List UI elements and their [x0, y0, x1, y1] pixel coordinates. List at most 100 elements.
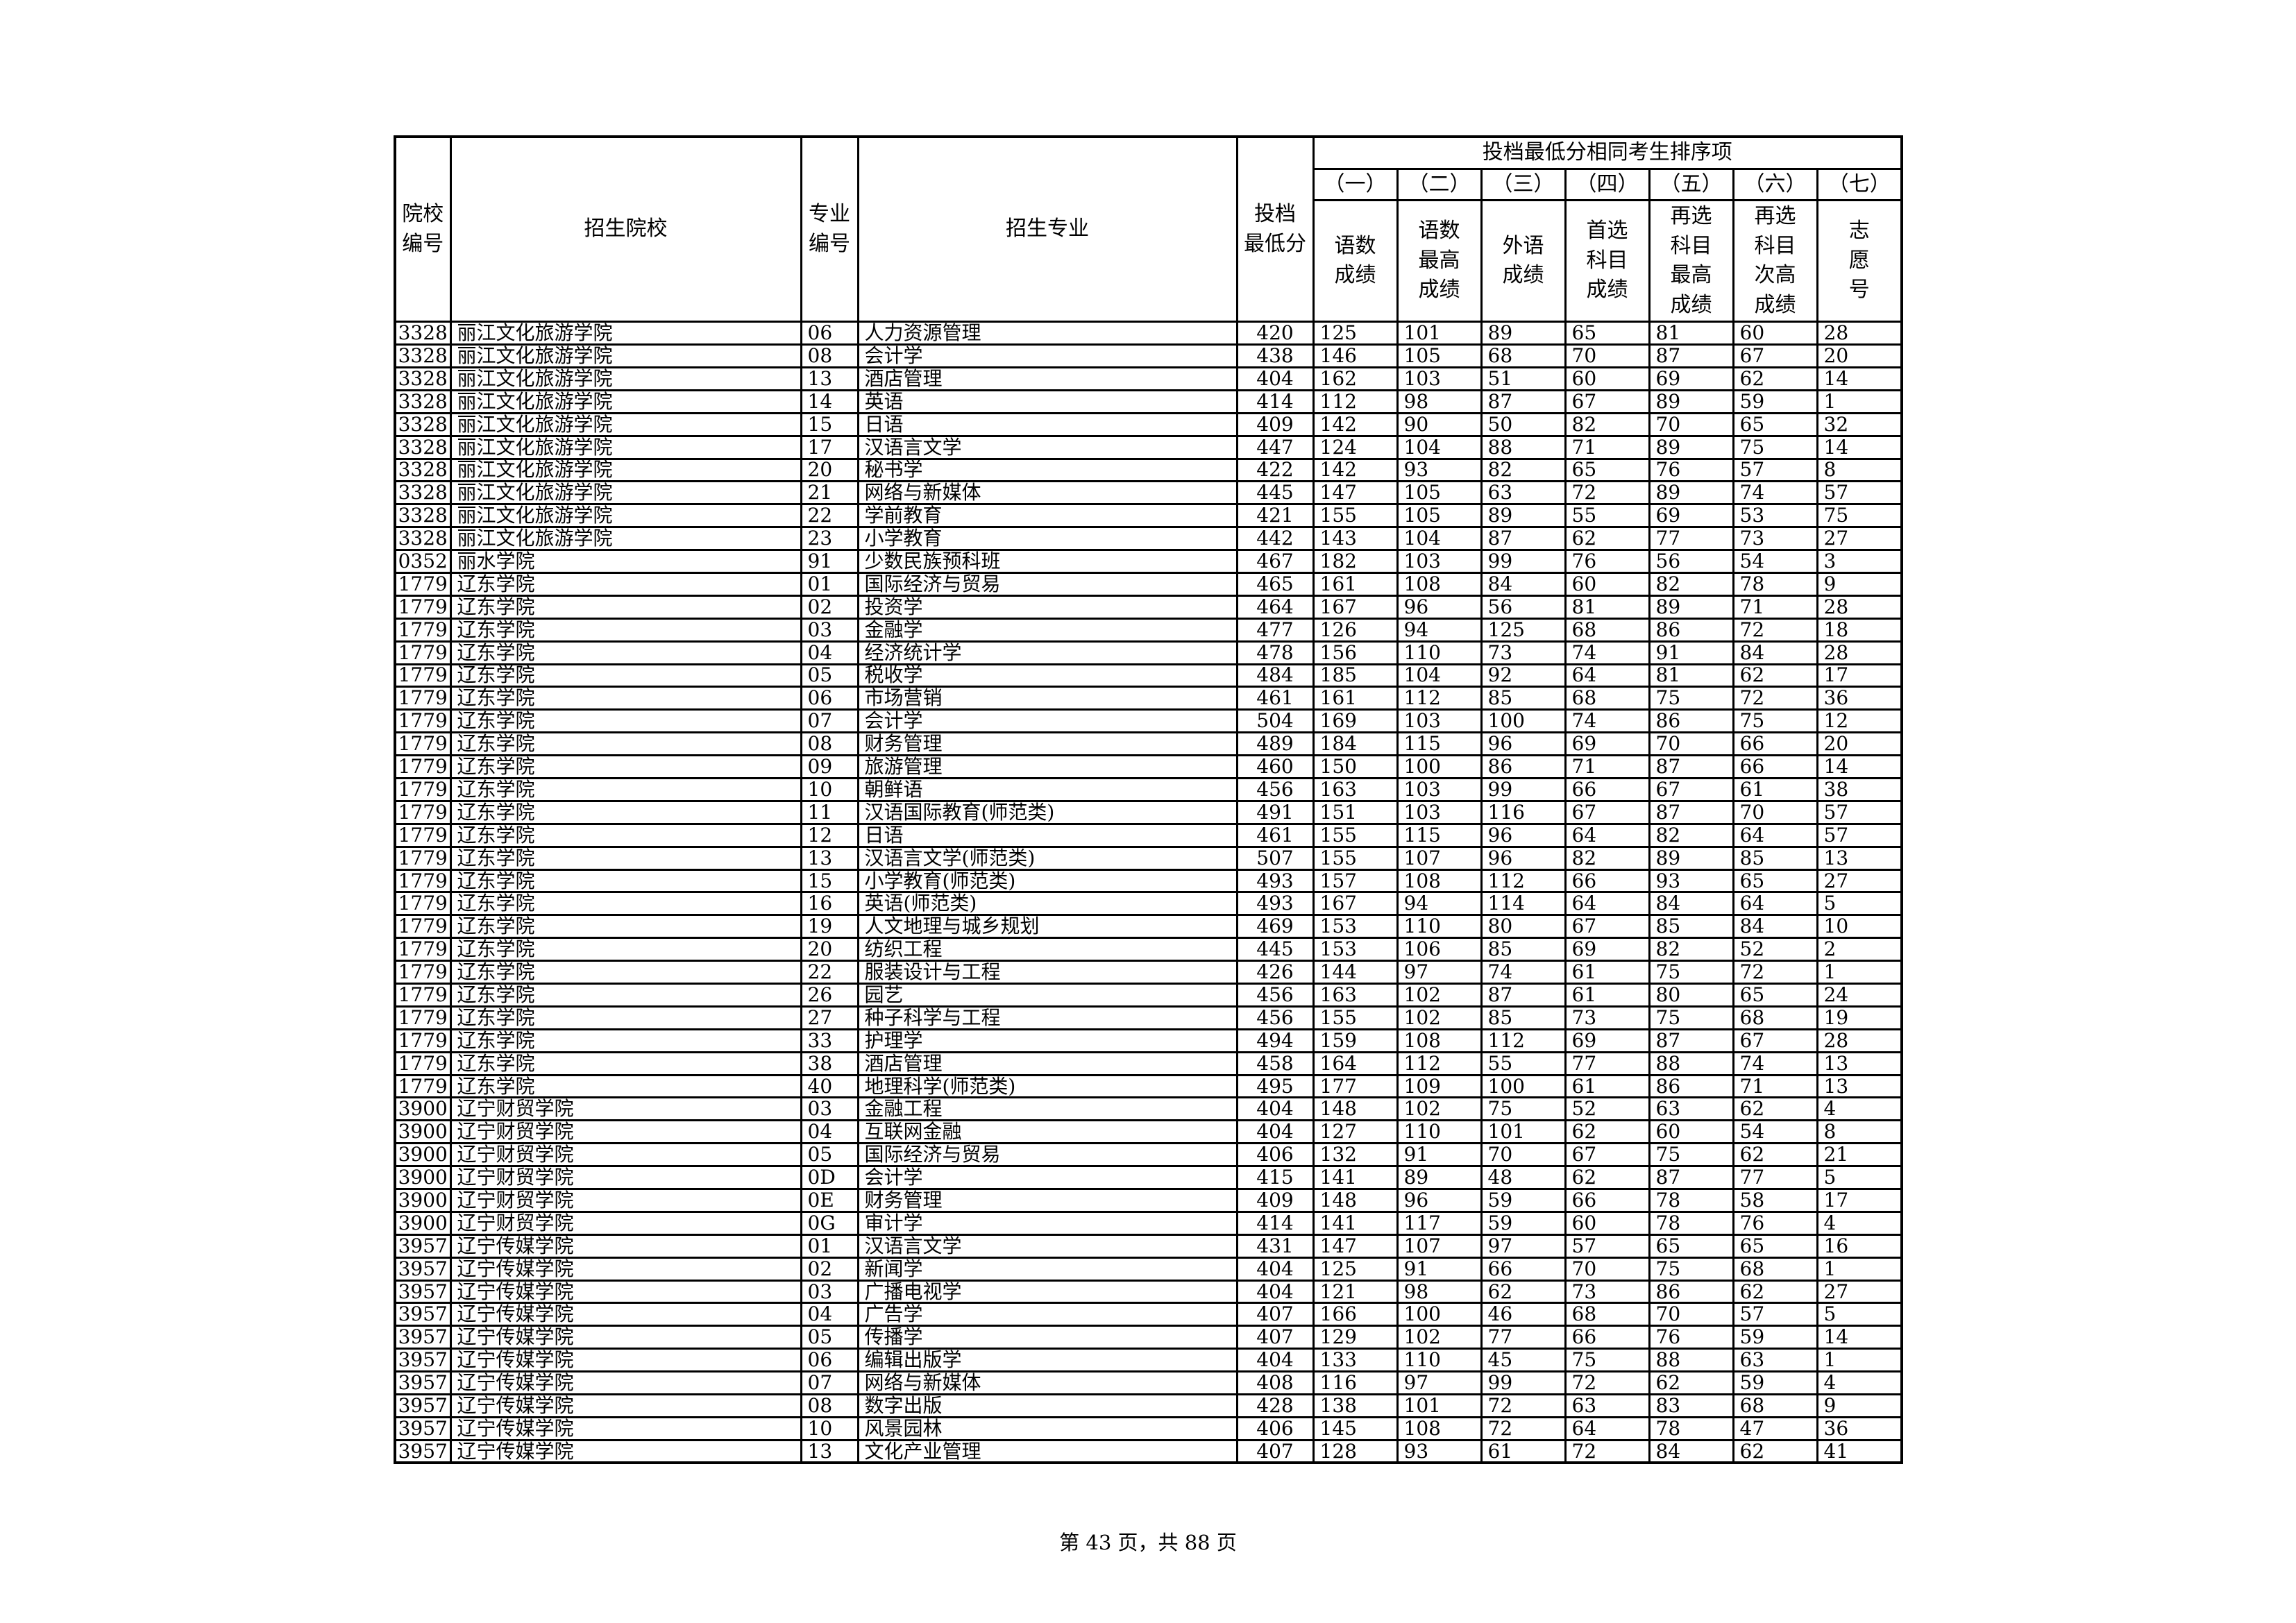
cell-institution-name: 辽宁财贸学院	[449, 1210, 802, 1236]
table-row: 1779 辽东学院 01 国际经济与贸易 465 161 108 84 60 82 78 9	[394, 571, 1903, 597]
cell-tiebreak-4: 72	[1564, 480, 1651, 506]
cell-min-score: 426	[1235, 960, 1315, 985]
cell-institution-name: 辽宁财贸学院	[449, 1142, 802, 1168]
cell-major-code: 15	[800, 411, 859, 437]
cell-major-code: 01	[800, 571, 859, 597]
cell-institution-name: 丽江文化旅游学院	[449, 411, 802, 437]
header-tiebreak-num-2: （二）	[1396, 167, 1483, 202]
cell-major-name: 学前教育	[856, 503, 1238, 529]
cell-tiebreak-6: 68	[1732, 1256, 1818, 1282]
cell-tiebreak-2: 96	[1396, 594, 1483, 620]
cell-tiebreak-2: 110	[1396, 640, 1483, 665]
cell-tiebreak-4: 73	[1564, 1279, 1651, 1305]
cell-tiebreak-1: 161	[1312, 686, 1399, 711]
cell-tiebreak-3: 96	[1480, 845, 1567, 871]
cell-tiebreak-5: 76	[1648, 457, 1734, 483]
cell-institution-code: 3957	[394, 1438, 452, 1464]
cell-tiebreak-2: 96	[1396, 1188, 1483, 1213]
cell-tiebreak-4: 67	[1564, 799, 1651, 825]
cell-major-code: 08	[800, 1393, 859, 1418]
cell-tiebreak-7: 18	[1816, 617, 1903, 643]
cell-tiebreak-5: 70	[1648, 1302, 1734, 1327]
cell-major-name: 经济统计学	[856, 640, 1238, 665]
cell-tiebreak-7: 17	[1816, 663, 1903, 688]
cell-tiebreak-2: 104	[1396, 663, 1483, 688]
cell-tiebreak-5: 89	[1648, 434, 1734, 460]
cell-institution-code: 1779	[394, 845, 452, 871]
cell-tiebreak-3: 48	[1480, 1165, 1567, 1191]
cell-tiebreak-1: 144	[1312, 960, 1399, 985]
table-row: 3328 丽江文化旅游学院 08 会计学 438 146 105 68 70 87 67 20	[394, 343, 1903, 368]
cell-min-score: 406	[1235, 1142, 1315, 1168]
cell-major-code: 17	[800, 434, 859, 460]
cell-institution-code: 3328	[394, 457, 452, 483]
header-tiebreak-num-4: （四）	[1564, 167, 1651, 202]
cell-tiebreak-4: 82	[1564, 411, 1651, 437]
cell-major-name: 少数民族预科班	[856, 549, 1238, 574]
cell-major-code: 13	[800, 845, 859, 871]
cell-institution-code: 3328	[394, 321, 452, 346]
cell-major-code: 0G	[800, 1210, 859, 1236]
cell-tiebreak-6: 59	[1732, 1370, 1818, 1396]
cell-institution-name: 辽东学院	[449, 731, 802, 757]
cell-min-score: 465	[1235, 571, 1315, 597]
header-tiebreak-num-7: （七）	[1816, 167, 1903, 202]
cell-tiebreak-5: 75	[1648, 1142, 1734, 1168]
cell-tiebreak-1: 177	[1312, 1073, 1399, 1099]
cell-tiebreak-3: 59	[1480, 1188, 1567, 1213]
cell-major-code: 14	[800, 389, 859, 414]
cell-major-code: 26	[800, 983, 859, 1008]
cell-major-name: 日语	[856, 822, 1238, 848]
cell-institution-code: 3957	[394, 1325, 452, 1350]
cell-major-name: 财务管理	[856, 1188, 1238, 1213]
cell-tiebreak-6: 85	[1732, 845, 1818, 871]
table-row: 1779 辽东学院 09 旅游管理 460 150 100 86 71 87 66 14	[394, 754, 1903, 779]
cell-tiebreak-5: 82	[1648, 571, 1734, 597]
cell-tiebreak-7: 13	[1816, 845, 1903, 871]
cell-major-name: 朝鲜语	[856, 777, 1238, 802]
cell-institution-name: 辽东学院	[449, 777, 802, 802]
cell-tiebreak-2: 106	[1396, 937, 1483, 962]
table-row: 3957 辽宁传媒学院 03 广播电视学 404 121 98 62 73 86 62 27	[394, 1279, 1903, 1305]
cell-tiebreak-3: 114	[1480, 891, 1567, 917]
cell-major-code: 03	[800, 1096, 859, 1122]
cell-min-score: 447	[1235, 434, 1315, 460]
cell-institution-code: 3328	[394, 411, 452, 437]
cell-institution-name: 辽东学院	[449, 937, 802, 962]
cell-institution-code: 1779	[394, 937, 452, 962]
cell-tiebreak-3: 73	[1480, 640, 1567, 665]
cell-tiebreak-7: 41	[1816, 1438, 1903, 1464]
cell-institution-name: 丽江文化旅游学院	[449, 434, 802, 460]
cell-tiebreak-7: 36	[1816, 686, 1903, 711]
cell-tiebreak-2: 91	[1396, 1256, 1483, 1282]
cell-major-name: 编辑出版学	[856, 1348, 1238, 1373]
cell-tiebreak-4: 67	[1564, 1142, 1651, 1168]
table-row: 1779 辽东学院 20 纺织工程 445 153 106 85 69 82 52 2	[394, 937, 1903, 962]
cell-major-code: 27	[800, 1005, 859, 1030]
cell-major-name: 地理科学(师范类)	[856, 1073, 1238, 1099]
cell-min-score: 438	[1235, 343, 1315, 368]
cell-min-score: 407	[1235, 1438, 1315, 1464]
cell-major-code: 04	[800, 1302, 859, 1327]
cell-institution-name: 辽宁财贸学院	[449, 1096, 802, 1122]
cell-tiebreak-7: 8	[1816, 457, 1903, 483]
cell-institution-name: 辽宁传媒学院	[449, 1279, 802, 1305]
cell-tiebreak-6: 57	[1732, 1302, 1818, 1327]
cell-major-code: 06	[800, 686, 859, 711]
cell-tiebreak-3: 112	[1480, 868, 1567, 894]
cell-tiebreak-3: 72	[1480, 1393, 1567, 1418]
cell-tiebreak-7: 9	[1816, 571, 1903, 597]
cell-tiebreak-7: 2	[1816, 937, 1903, 962]
cell-tiebreak-3: 51	[1480, 366, 1567, 391]
cell-tiebreak-7: 1	[1816, 1256, 1903, 1282]
cell-min-score: 464	[1235, 594, 1315, 620]
cell-tiebreak-4: 67	[1564, 914, 1651, 940]
table-row: 1779 辽东学院 05 税收学 484 185 104 92 64 81 62 17	[394, 663, 1903, 688]
cell-institution-name: 辽东学院	[449, 640, 802, 665]
cell-institution-code: 3328	[394, 526, 452, 552]
admission-score-table: 院校 编号 招生院校 专业 编号 招生专业 投档 最低分 投档最低分相同考生排序…	[394, 135, 1904, 1465]
cell-tiebreak-6: 65	[1732, 1233, 1818, 1259]
cell-min-score: 407	[1235, 1325, 1315, 1350]
cell-min-score: 431	[1235, 1233, 1315, 1259]
cell-tiebreak-3: 86	[1480, 754, 1567, 779]
